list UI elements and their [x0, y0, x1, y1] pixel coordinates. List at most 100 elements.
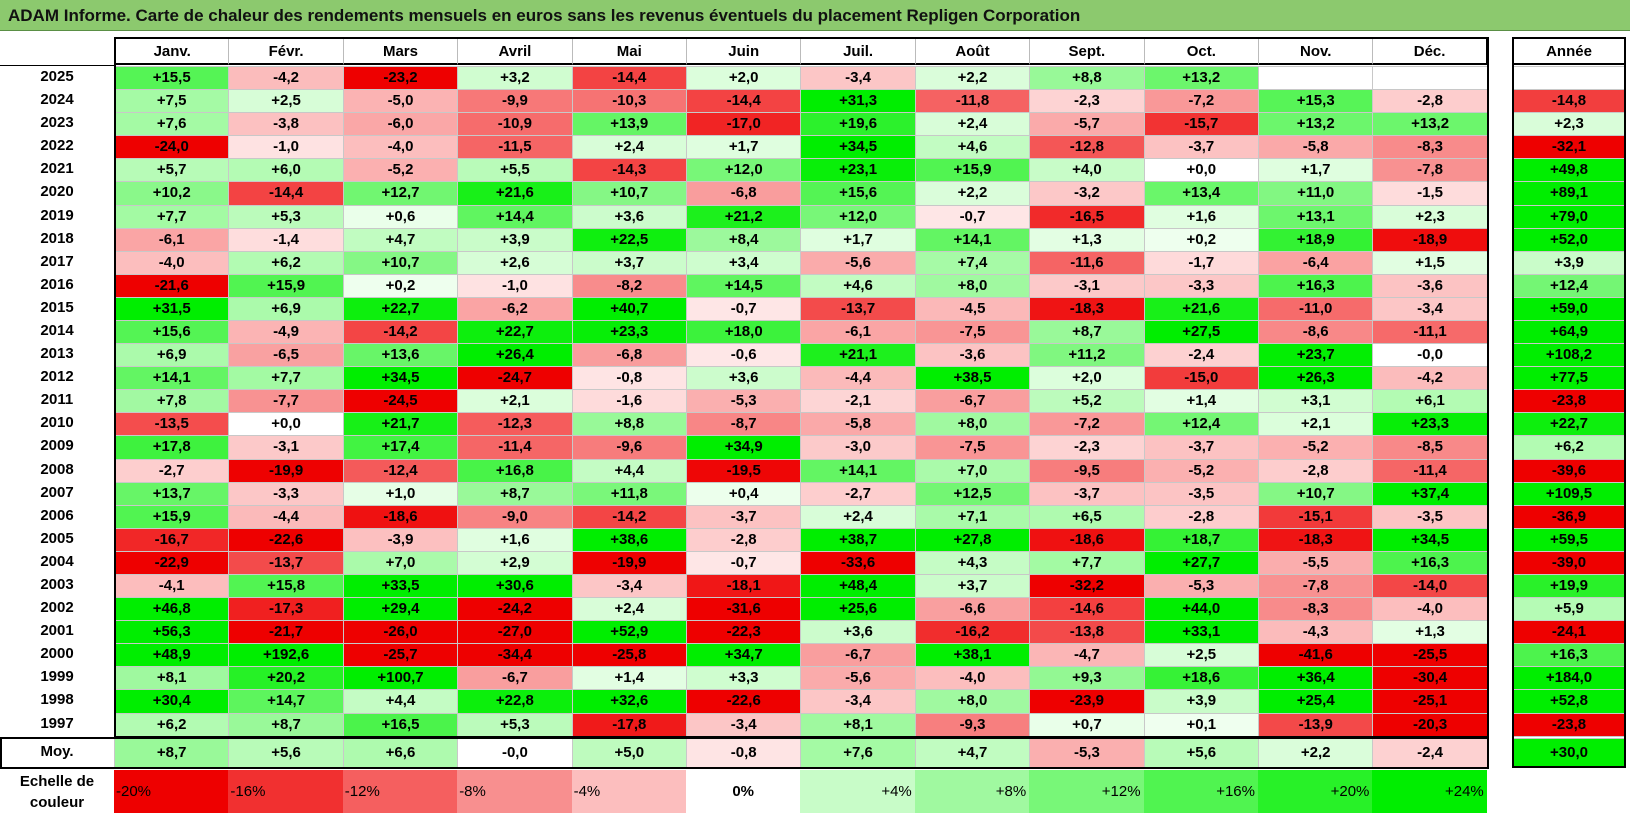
- heatmap-cell: +7,1: [914, 504, 1031, 529]
- heatmap-cell: -4,9: [228, 319, 344, 345]
- heatmap-cell: -5,7: [1029, 112, 1145, 137]
- heatmap-cell: -2,1: [800, 389, 916, 414]
- month-header: Août: [914, 37, 1031, 65]
- annual-cell: +5,9: [1512, 597, 1626, 622]
- heatmap-cell: +3,7: [571, 250, 687, 275]
- heatmap-cell: +2,2: [914, 66, 1031, 91]
- heatmap-cell: -9,6: [571, 435, 687, 460]
- heatmap-cell: -16,5: [1029, 204, 1145, 229]
- heatmap-cell: +1,7: [686, 135, 802, 160]
- heatmap-cell: -27,0: [457, 620, 573, 645]
- year-label: 2024: [40, 91, 74, 109]
- heatmap-cell: -4,7: [1029, 643, 1145, 668]
- month-header: Oct.: [1143, 37, 1259, 65]
- heatmap-cell: +27,7: [1143, 550, 1259, 575]
- heatmap-cell: +3,9: [457, 227, 573, 252]
- year-label: 1998: [40, 691, 74, 709]
- year-label: 1997: [40, 714, 74, 732]
- heatmap-cell: -24,5: [342, 389, 459, 414]
- heatmap-cell: -14,4: [571, 66, 687, 91]
- heatmap-cell: +10,7: [571, 181, 687, 206]
- heatmap-cell: +8,7: [228, 712, 344, 737]
- heatmap-cell: -3,4: [571, 573, 687, 599]
- heatmap-cell: -3,6: [1372, 273, 1488, 298]
- average-label: Moy.: [40, 742, 74, 760]
- month-header: Mars: [342, 37, 459, 65]
- heatmap-cell: +22,8: [457, 689, 573, 714]
- heatmap-cell: -0,6: [686, 343, 802, 368]
- heatmap-cell: +1,3: [1372, 620, 1488, 645]
- heatmap-cell: +25,4: [1258, 689, 1374, 714]
- heatmap-cell: +13,2: [1258, 112, 1374, 137]
- heatmap-cell: +40,7: [571, 296, 687, 321]
- year-label: 2021: [40, 160, 74, 178]
- year-label: 2018: [40, 229, 74, 247]
- heatmap-cell: -7,5: [914, 319, 1031, 345]
- heatmap-cell: +22,7: [457, 319, 573, 345]
- heatmap-cell: +17,8: [114, 435, 230, 460]
- heatmap-cell: -9,0: [457, 504, 573, 529]
- heatmap-cell: +2,5: [1143, 643, 1259, 668]
- heatmap-cell: -10,9: [457, 112, 573, 137]
- heatmap-cell: +14,5: [686, 273, 802, 298]
- heatmap-cell: +4,3: [914, 550, 1031, 575]
- heatmap-cell: -2,7: [114, 458, 230, 483]
- scale-swatch: -8%: [457, 770, 572, 813]
- heatmap-cell: +12,0: [800, 204, 916, 229]
- heatmap-cell: +15,9: [114, 504, 230, 529]
- heatmap-cell: +14,1: [114, 366, 230, 391]
- heatmap-cell: -3,9: [342, 527, 459, 552]
- scale-swatch: 0%: [686, 770, 801, 813]
- scale-swatch: +20%: [1258, 770, 1373, 813]
- heatmap-cell: -9,9: [457, 89, 573, 114]
- year-label: 2013: [40, 345, 74, 363]
- heatmap-cell: +30,6: [457, 573, 573, 599]
- heatmap-cell: -3,1: [228, 435, 344, 460]
- scale-swatch: -4%: [571, 770, 686, 813]
- heatmap-cell: -2,8: [1372, 89, 1488, 114]
- annual-cell: +108,2: [1512, 343, 1626, 368]
- heatmap-cell: +13,1: [1258, 204, 1374, 229]
- heatmap-cell: -2,8: [1143, 504, 1259, 529]
- heatmap-cell: +8,1: [800, 712, 916, 737]
- heatmap-cell: +31,3: [800, 89, 916, 114]
- heatmap-cell: -6,6: [914, 597, 1031, 622]
- heatmap-cell: -21,7: [228, 620, 344, 645]
- heatmap-cell: +18,6: [1143, 666, 1259, 691]
- heatmap-cell: -7,2: [1143, 89, 1259, 114]
- year-label: 2016: [40, 275, 74, 293]
- heatmap-cell: -5,8: [1258, 135, 1374, 160]
- heatmap-cell: +15,3: [1258, 89, 1374, 114]
- heatmap-cell: -25,7: [342, 643, 459, 668]
- heatmap-cell: +0,2: [342, 273, 459, 298]
- heatmap-cell: -22,6: [686, 689, 802, 714]
- annual-cell: +3,9: [1512, 250, 1626, 275]
- heatmap-cell: -1,0: [228, 135, 344, 160]
- scale-swatch: +8%: [914, 770, 1030, 813]
- heatmap-cell: -4,2: [1372, 366, 1488, 391]
- heatmap-cell: +38,6: [571, 527, 687, 552]
- heatmap-cell: -24,0: [114, 135, 230, 160]
- heatmap-cell: +38,7: [800, 527, 916, 552]
- heatmap-cell: +11,2: [1029, 343, 1145, 368]
- annual-header: Année: [1512, 37, 1626, 65]
- heatmap-cell: +7,0: [342, 550, 459, 575]
- heatmap-cell: -25,1: [1372, 689, 1488, 714]
- heatmap-cell: -1,4: [228, 227, 344, 252]
- heatmap-cell: +37,4: [1372, 481, 1488, 506]
- heatmap-cell: +7,6: [114, 112, 230, 137]
- heatmap-cell: +12,0: [686, 158, 802, 183]
- heatmap-cell: +2,3: [1372, 204, 1488, 229]
- heatmap-cell: -15,1: [1258, 504, 1374, 529]
- heatmap-cell: -11,1: [1372, 319, 1488, 345]
- heatmap-cell: +7,5: [114, 89, 230, 114]
- month-header: Juil.: [800, 37, 916, 65]
- annual-cell: -23,8: [1512, 389, 1626, 414]
- heatmap-cell: -4,0: [1372, 597, 1488, 622]
- year-label: 2023: [40, 114, 74, 132]
- average-cell: +6,6: [342, 737, 459, 768]
- year-label: 2009: [40, 437, 74, 455]
- heatmap-cell: -24,2: [457, 597, 573, 622]
- heatmap-cell: +7,7: [1029, 550, 1145, 575]
- month-header: Déc.: [1372, 37, 1488, 65]
